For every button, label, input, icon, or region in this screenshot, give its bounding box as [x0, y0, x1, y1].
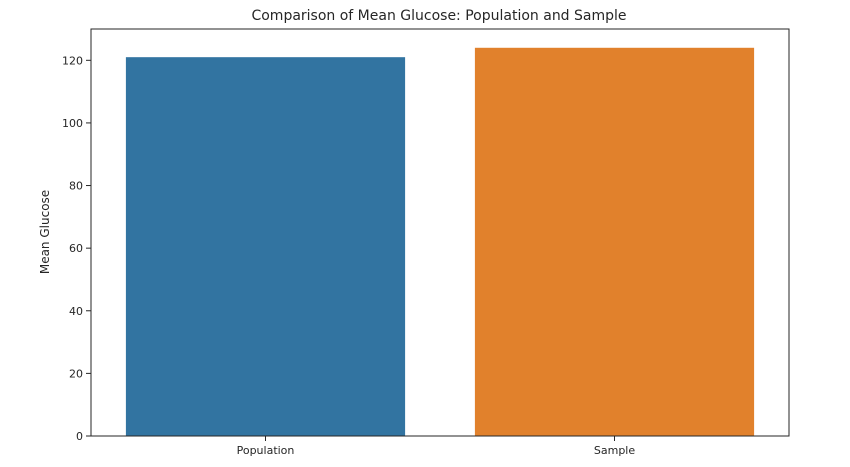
y-tick-label: 0	[76, 430, 83, 443]
y-tick-label: 60	[69, 242, 83, 255]
y-tick-label: 100	[62, 117, 83, 130]
y-tick-label: 120	[62, 54, 83, 67]
bar-sample	[474, 47, 755, 437]
plot-frame	[90, 28, 790, 437]
y-axis-label: Mean Glucose	[38, 190, 52, 274]
y-tick-label: 20	[69, 367, 83, 380]
chart-title: Comparison of Mean Glucose: Population a…	[251, 8, 626, 24]
x-axis-ticks: Population Sample	[237, 436, 635, 457]
y-tick-label: 80	[69, 180, 83, 193]
bars	[125, 47, 755, 437]
bar-population	[125, 57, 406, 437]
x-tick-label: Population	[237, 444, 295, 457]
y-tick-label: 40	[69, 305, 83, 318]
x-tick-label: Sample	[594, 444, 635, 457]
y-axis-ticks: 0 20 40 60 80 100 120	[62, 54, 91, 443]
